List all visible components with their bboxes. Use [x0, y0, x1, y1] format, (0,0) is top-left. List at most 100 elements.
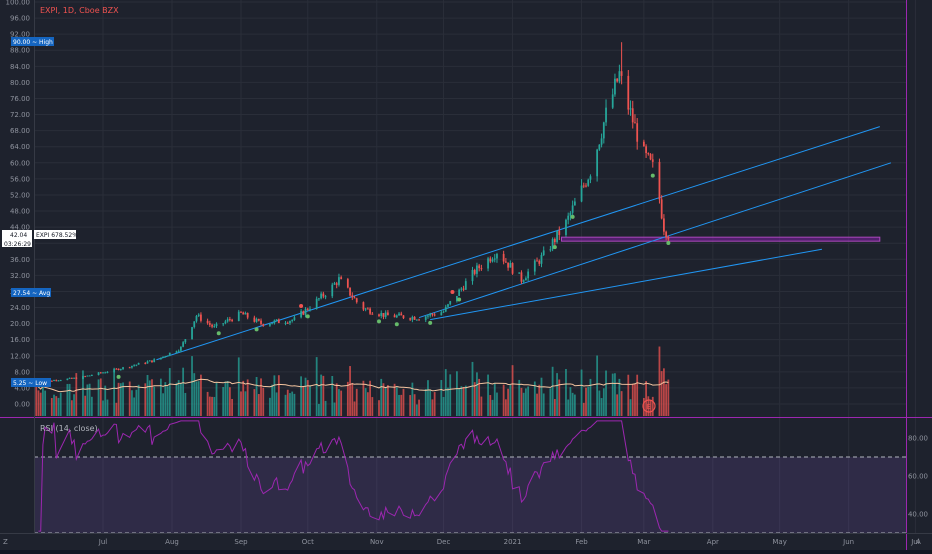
volume-bar — [542, 393, 545, 416]
volume-bar — [429, 389, 432, 416]
candle-body — [449, 301, 452, 305]
candle-body — [493, 258, 496, 260]
volume-bar — [502, 384, 505, 416]
volume-bar — [629, 399, 632, 416]
candle-body — [507, 262, 509, 268]
candle-body — [262, 324, 265, 326]
candle-body — [177, 350, 180, 352]
price-tick-label: 64.00 — [10, 143, 30, 151]
candle-body — [533, 260, 536, 272]
candle-body — [131, 365, 133, 368]
time-axis-left-corner: Z — [3, 538, 8, 546]
signal-dot — [254, 327, 259, 332]
candle-body — [447, 304, 449, 307]
volume-bar — [242, 380, 245, 416]
volume-bar — [66, 383, 69, 416]
volume-bar — [284, 394, 287, 416]
price-tick-label: 48.00 — [10, 208, 30, 216]
volume-bar — [402, 388, 405, 416]
candle-body — [193, 321, 196, 328]
price-tick-label: 92.00 — [10, 31, 30, 39]
candle-body — [269, 323, 271, 326]
rsi-axis[interactable]: 80.00 60.00 40.00 — [908, 435, 928, 519]
volume-bar — [645, 381, 647, 416]
rsi-tick-label: 60.00 — [908, 473, 928, 481]
rsi-line — [38, 420, 669, 532]
volume-bar — [518, 379, 521, 416]
candle-body — [378, 314, 380, 316]
candle-body — [315, 298, 318, 309]
candle-body — [473, 269, 476, 274]
volume-bar — [565, 368, 567, 416]
earnings-marker[interactable]: E — [642, 399, 656, 413]
price-tick-label: 68.00 — [10, 127, 30, 135]
volume-bar — [53, 394, 55, 416]
candle-body — [122, 367, 124, 370]
volume-bar — [338, 389, 340, 416]
time-axis[interactable]: Jul Aug Sep Oct Nov Dec 2021 Feb Mar Apr May Jun Jul… — [3, 538, 921, 546]
volume-bar — [411, 382, 414, 416]
volume-bar — [449, 374, 452, 416]
volume-bar — [144, 383, 147, 416]
candle-body — [553, 239, 556, 243]
candle-body — [627, 75, 630, 110]
candle-body — [255, 319, 258, 322]
volume-bar — [553, 398, 556, 416]
volume-bar — [333, 402, 336, 416]
volume-bar — [184, 392, 187, 416]
volume-bar — [57, 397, 60, 416]
candle-body — [119, 369, 122, 371]
volume-bar — [618, 378, 621, 416]
volume-bar — [355, 388, 358, 416]
volume-bar — [37, 390, 40, 416]
candle-body — [542, 250, 545, 256]
signal-dot — [570, 214, 575, 219]
candle-body — [629, 108, 632, 110]
volume-bar — [556, 373, 558, 416]
volume-bar — [614, 373, 616, 416]
volume-bar — [82, 370, 84, 416]
time-tick-label: Dec — [437, 538, 451, 546]
volume-bar — [442, 396, 445, 416]
signal-dot — [216, 331, 221, 336]
volume-bar — [195, 381, 198, 416]
volume-bar — [84, 395, 87, 416]
candle-body — [440, 312, 443, 316]
candle-body — [213, 326, 216, 328]
candle-body — [587, 179, 590, 186]
svg-text:03:26:29: 03:26:29 — [4, 241, 31, 248]
volume-bar — [269, 397, 271, 416]
candle-body — [351, 295, 354, 298]
volume-bar — [616, 394, 619, 416]
time-tick-label: Jun — [842, 538, 854, 546]
candle-body — [153, 359, 156, 363]
time-tick-label: May — [772, 538, 786, 546]
volume-bar — [240, 391, 242, 416]
volume-bar — [324, 400, 327, 416]
candle-body — [478, 265, 481, 269]
candle-body — [215, 323, 218, 327]
price-tick-label: 24.00 — [10, 304, 30, 312]
trendline — [418, 162, 892, 319]
candle-body — [253, 317, 256, 322]
volume-bar — [335, 383, 338, 416]
candle-body — [480, 268, 483, 270]
trendline — [430, 248, 823, 321]
candle-body — [491, 259, 494, 262]
candle-body — [611, 94, 614, 108]
candle-body — [585, 185, 587, 187]
svg-text:EXPI 678.52%: EXPI 678.52% — [36, 232, 78, 239]
candle-body — [260, 320, 262, 325]
volume-bar — [507, 388, 509, 416]
volume-bar — [400, 394, 403, 416]
candle-body — [164, 356, 167, 358]
candle-body — [115, 368, 118, 370]
support-zone[interactable] — [561, 236, 881, 242]
candle-body — [665, 231, 668, 238]
candle-body — [464, 281, 467, 290]
candle-body — [242, 312, 245, 315]
candle-body — [70, 377, 73, 379]
candle-body — [273, 320, 276, 324]
volume-bar — [59, 392, 62, 416]
